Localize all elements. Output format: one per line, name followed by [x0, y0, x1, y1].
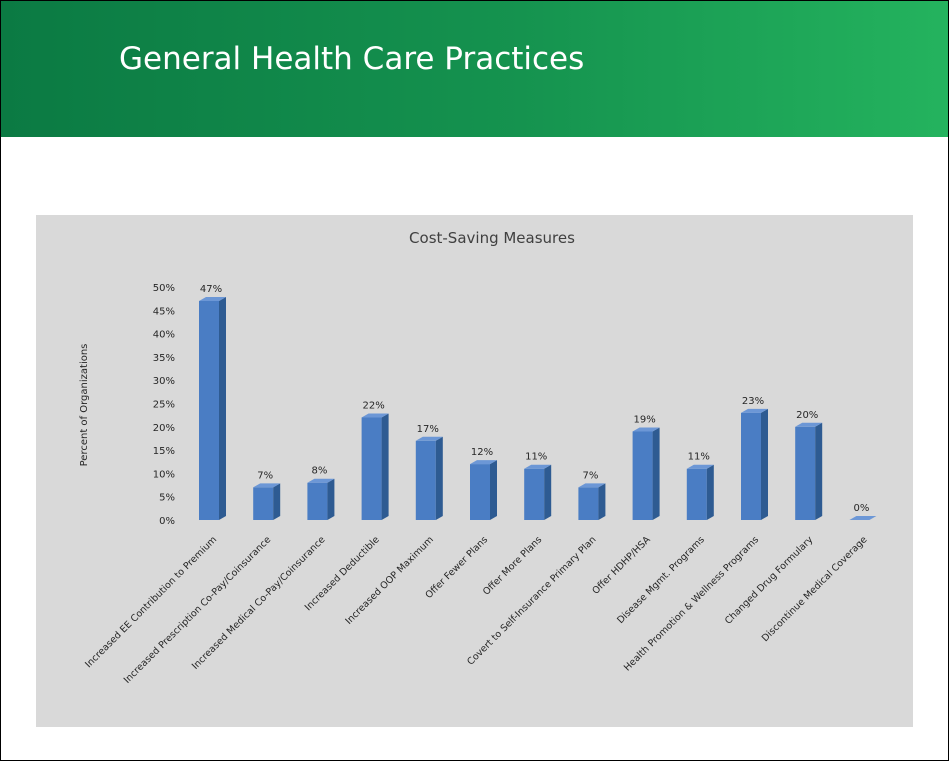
chart-title: Cost-Saving Measures — [409, 229, 575, 247]
bar-side — [273, 483, 281, 520]
y-tick-label: 45% — [153, 306, 175, 317]
bar — [307, 478, 335, 520]
bar-top — [632, 427, 660, 432]
data-label: 12% — [471, 447, 493, 458]
x-tick-label: Offer More Plans — [481, 534, 544, 597]
bar-front — [632, 431, 653, 520]
bar-side — [490, 460, 497, 520]
bar-side — [598, 483, 606, 520]
data-label: 22% — [362, 400, 384, 411]
y-axis-ticks: 0% 5% 10% 15% 20% 25% 30% 35% 40% 45% 50% — [153, 283, 175, 527]
bar-top — [795, 422, 823, 427]
bar — [795, 422, 823, 520]
bar-top — [199, 296, 226, 301]
bar — [686, 464, 714, 520]
bar-side — [435, 436, 443, 520]
bar-front — [415, 440, 436, 520]
x-tick-label: Changed Drug Formulary — [723, 534, 816, 627]
bar-top — [415, 436, 443, 441]
bar — [199, 296, 226, 520]
bar — [470, 460, 497, 520]
data-label: 8% — [311, 466, 327, 477]
bar-top — [307, 478, 335, 483]
bar-side — [706, 464, 714, 520]
y-tick-label: 10% — [153, 469, 175, 480]
y-tick-label: 40% — [153, 330, 175, 341]
data-label: 20% — [796, 410, 818, 421]
cost-saving-chart: Cost-Saving Measures Percent of Organiza… — [79, 229, 877, 686]
bar-top — [361, 413, 389, 418]
bar-front — [578, 487, 599, 520]
data-label: 7% — [257, 470, 273, 481]
bar-front — [253, 487, 274, 520]
bar-side — [761, 408, 768, 520]
data-label: 0% — [853, 503, 869, 514]
bar-side — [327, 478, 335, 520]
data-label: 11% — [525, 452, 547, 463]
y-tick-label: 30% — [153, 376, 175, 387]
bar-front — [524, 468, 545, 520]
page-title: General Health Care Practices — [119, 41, 585, 77]
bar-top — [470, 460, 497, 465]
bar-front — [470, 464, 490, 520]
y-tick-label: 15% — [153, 446, 175, 457]
data-label: 19% — [633, 414, 655, 425]
bar-top — [524, 464, 552, 469]
bar-side — [544, 464, 552, 520]
bar-top — [741, 408, 768, 413]
x-tick-label: Offer HDHP/HSA — [590, 534, 653, 597]
bar-side — [381, 413, 389, 520]
bar — [361, 413, 389, 520]
bar-front — [741, 412, 761, 520]
bar — [741, 408, 768, 520]
y-tick-label: 25% — [153, 400, 175, 411]
bar-front — [686, 468, 707, 520]
bar-side — [219, 296, 226, 520]
bar-series — [199, 296, 877, 520]
bar-top — [686, 464, 714, 469]
bar-top — [849, 516, 877, 520]
chart-panel: Cost-Saving Measures Percent of Organiza… — [36, 215, 913, 727]
x-tick-label: Disease Mgmt. Programs — [615, 534, 707, 626]
bar-front — [795, 426, 816, 520]
bar — [849, 516, 877, 520]
bar-side — [815, 422, 823, 520]
bar — [253, 483, 281, 520]
data-label: 11% — [688, 452, 710, 463]
x-axis-ticks: Increased EE Contribution to PremiumIncr… — [83, 534, 869, 686]
y-axis-label: Percent of Organizations — [79, 344, 90, 467]
bar-front — [199, 300, 219, 520]
y-tick-label: 5% — [159, 493, 175, 504]
y-tick-label: 35% — [153, 353, 175, 364]
header-banner: General Health Care Practices — [1, 1, 948, 137]
data-label: 47% — [200, 284, 222, 295]
data-label: 7% — [582, 470, 598, 481]
y-tick-label: 0% — [159, 516, 175, 527]
data-label: 23% — [742, 396, 764, 407]
bar-front — [361, 417, 382, 520]
bar — [415, 436, 443, 520]
bar — [632, 427, 660, 520]
y-tick-label: 50% — [153, 283, 175, 294]
x-tick-label: Discontinue Medical Coverage — [760, 534, 870, 644]
bar — [524, 464, 552, 520]
bar-top — [578, 483, 606, 488]
data-label: 17% — [417, 424, 439, 435]
data-labels: 47% 7% 8% 22% 17% 12% 11% 7% 19% 11% 23% 20% 0% — [200, 284, 869, 514]
bar-top — [253, 483, 281, 488]
bar-side — [652, 427, 660, 520]
x-tick-label: Increased OOP Maximum — [343, 534, 435, 626]
bar-front — [307, 482, 328, 520]
bar — [578, 483, 606, 520]
y-tick-label: 20% — [153, 423, 175, 434]
